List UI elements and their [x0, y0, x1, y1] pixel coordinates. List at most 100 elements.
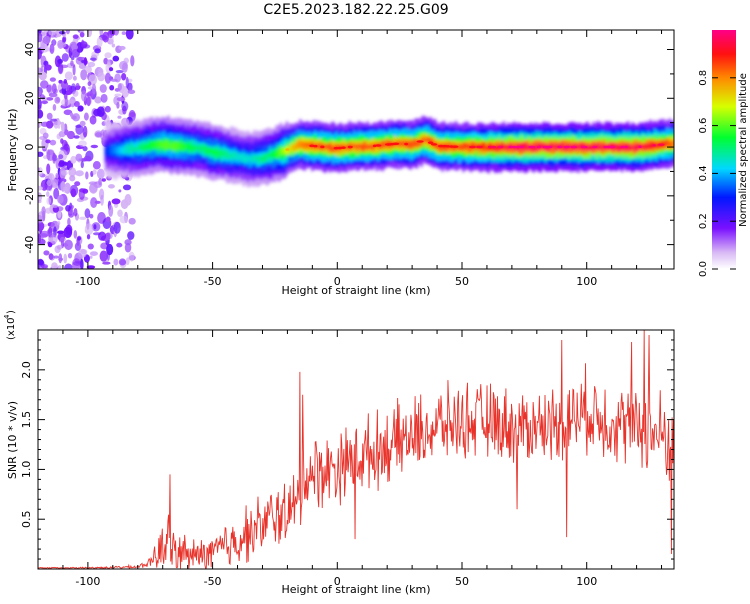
ridge-hotspot — [570, 145, 578, 149]
ridge-cell — [417, 140, 420, 147]
ridge-cell — [249, 156, 253, 163]
ridge-hotspot — [580, 145, 588, 149]
ridge-cell — [213, 150, 217, 155]
ridge-cell — [525, 143, 528, 149]
ridge-cell — [326, 144, 329, 149]
y-tick-label: 0.5 — [20, 510, 33, 528]
noise-blob — [122, 184, 132, 191]
noise-blob — [75, 82, 80, 91]
noise-blob — [95, 132, 102, 138]
ridge-cell — [272, 150, 275, 157]
ridge-hotspot — [497, 145, 504, 149]
ridge-cell — [110, 145, 114, 156]
noise-blob — [93, 224, 97, 230]
ridge-hotspot — [563, 145, 571, 149]
noise-blob — [72, 113, 81, 122]
noise-blob — [119, 215, 128, 224]
noise-blob — [85, 171, 89, 180]
figure-title: C2E5.2023.182.22.25.G09 — [263, 2, 448, 18]
ridge-cell — [263, 153, 266, 164]
ridge-cell — [192, 145, 196, 152]
snr-series-line — [38, 330, 674, 569]
ridge-cell — [550, 142, 553, 149]
ridge-cell — [189, 144, 193, 152]
x-tick-label: 50 — [455, 275, 469, 288]
ridge-cell — [415, 142, 419, 146]
ridge-hotspot — [516, 145, 520, 149]
ridge-cell — [163, 142, 166, 149]
ridge-cell — [296, 140, 299, 149]
x-tick-label: -50 — [204, 275, 222, 288]
noise-blob — [89, 182, 98, 194]
ridge-cell — [354, 145, 357, 149]
ridge-cell — [484, 146, 488, 151]
noise-blob — [121, 85, 130, 98]
ridge-cell — [167, 142, 170, 147]
ridge-cell — [614, 144, 618, 150]
ridge-cell — [595, 143, 598, 153]
spectrogram-frame — [37, 29, 675, 270]
ridge-cell — [634, 144, 637, 152]
noise-blob — [87, 243, 94, 250]
noise-blob — [72, 64, 76, 76]
noise-blob — [116, 101, 120, 109]
noise-blob — [60, 138, 64, 144]
ridge-cell — [207, 149, 211, 154]
noise-blob — [81, 39, 85, 48]
ridge-cell — [363, 140, 366, 150]
noise-blob — [125, 30, 134, 40]
ridge-cell — [318, 143, 322, 150]
ridge-cell — [145, 143, 148, 151]
ridge-cell — [228, 153, 232, 158]
ridge-cell — [664, 140, 667, 147]
ridge-cell — [520, 142, 524, 149]
noise-blob — [53, 188, 60, 200]
ridge-cell — [276, 150, 280, 159]
noise-blob — [67, 217, 71, 227]
ridge-cell — [222, 151, 226, 156]
ridge-cell — [177, 142, 181, 148]
ridge-cell — [356, 144, 359, 151]
svg-text:): ) — [6, 310, 17, 314]
noise-blob — [54, 96, 61, 104]
ridge-cell — [662, 143, 666, 149]
noise-blob — [52, 104, 57, 111]
noise-blob — [70, 188, 77, 198]
noise-blob — [38, 233, 42, 244]
ridge-cell — [257, 155, 260, 165]
ridge-cell — [143, 144, 146, 151]
ridge-cell — [424, 137, 428, 142]
noise-blob — [56, 133, 62, 140]
noise-blob — [117, 209, 123, 218]
noise-blob — [50, 118, 58, 122]
noise-blob — [75, 124, 82, 128]
noise-blob — [57, 194, 64, 204]
ridge-cell — [152, 139, 155, 150]
ridge-cell — [174, 141, 178, 151]
ridge-cell — [201, 144, 205, 152]
ridge-cell — [397, 142, 401, 147]
noise-blob — [117, 115, 122, 119]
ridge-cell — [258, 155, 262, 162]
ridge-cell — [291, 144, 295, 151]
ridge-cell — [668, 140, 672, 149]
colorbar-ticks: 0.0 0.2 0.4 0.6 0.8 — [698, 70, 736, 277]
noise-blob — [68, 167, 77, 177]
ridge-cell — [656, 143, 660, 148]
noise-blob — [79, 31, 85, 38]
ridge-cell — [495, 144, 498, 152]
ridge-cell — [198, 144, 202, 155]
noise-blob — [113, 221, 121, 234]
noise-blob — [121, 101, 129, 112]
noise-blob — [112, 55, 120, 62]
ridge-cell — [457, 143, 461, 151]
noise-blob — [38, 32, 43, 43]
ridge-cell — [206, 146, 209, 157]
noise-blob — [57, 42, 67, 48]
noise-blob — [61, 53, 69, 62]
ridge-cell — [266, 153, 269, 158]
noise-blob — [72, 34, 79, 39]
noise-blob — [99, 250, 108, 262]
ridge-cell — [519, 142, 522, 150]
